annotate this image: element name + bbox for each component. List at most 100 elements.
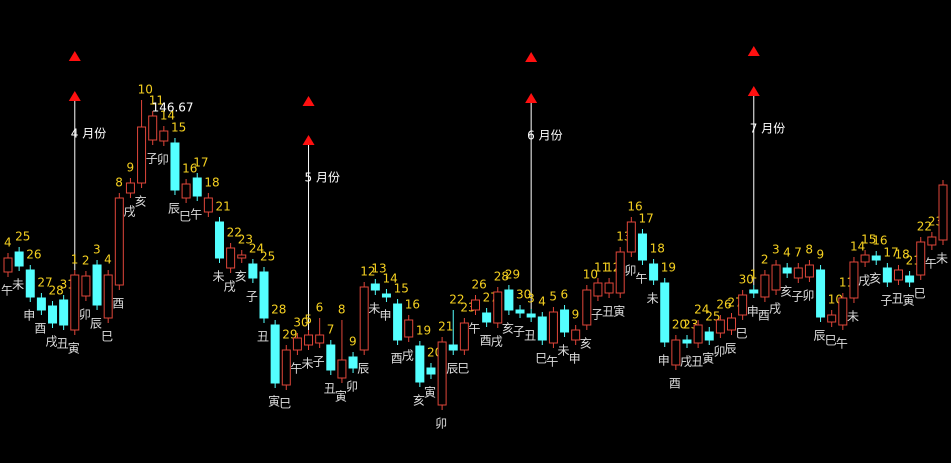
branch-label: 亥 (413, 394, 425, 408)
day-label: 10 (583, 268, 598, 282)
branch-label: 午 (925, 257, 937, 271)
branch-label: 寅 (424, 385, 436, 400)
candle-body (560, 309, 570, 333)
candle-body (103, 274, 113, 319)
day-label: 5 (305, 313, 313, 327)
candle-body (304, 334, 314, 346)
branch-label: 子 (513, 325, 525, 339)
candle-body (48, 305, 58, 324)
day-label: 9 (349, 335, 357, 349)
branch-label: 未 (847, 310, 859, 324)
day-label: 25 (15, 230, 30, 244)
day-label: 30 (516, 288, 531, 302)
candle-body (248, 263, 258, 279)
day-label: 3 (527, 292, 535, 306)
day-label: 19 (416, 324, 431, 338)
branch-label: 寅 (903, 293, 915, 308)
candle-body (827, 314, 837, 323)
candle-body (504, 289, 514, 311)
candle-body (315, 334, 325, 344)
candle-body (114, 197, 124, 286)
branch-label: 子 (246, 290, 258, 304)
branch-label: 卯 (157, 153, 169, 167)
candle-body (393, 303, 403, 341)
day-label: 13 (371, 262, 386, 276)
day-label: 8 (338, 303, 346, 317)
day-label: 16 (182, 162, 197, 176)
day-label: 15 (171, 121, 186, 135)
candle-body (693, 324, 703, 344)
branch-label: 申 (658, 354, 670, 368)
candle-body (660, 282, 670, 343)
candle-body (882, 267, 892, 283)
month-label: 6 月份 (527, 129, 562, 143)
day-label: 14 (850, 240, 865, 254)
branch-label: 子 (146, 152, 158, 166)
month-label: 4 月份 (71, 127, 106, 141)
candle-body (816, 269, 826, 318)
candle-body (938, 184, 948, 241)
candle-body (571, 329, 581, 341)
day-label: 26 (26, 248, 41, 262)
branch-label: 未 (558, 344, 570, 358)
branch-label: 戌 (858, 274, 870, 288)
candle-body (326, 344, 336, 371)
day-label: 4 (104, 253, 112, 267)
branch-label: 卯 (802, 289, 814, 303)
day-label: 9 (817, 248, 825, 262)
branch-label: 酉 (112, 297, 124, 311)
branch-label: 未 (368, 302, 380, 316)
branch-label: 未 (647, 292, 659, 306)
day-label: 3 (93, 243, 101, 257)
branch-label: 子 (791, 290, 803, 304)
day-label: 16 (872, 234, 887, 248)
branch-label: 申 (747, 305, 759, 319)
candle-body (203, 197, 213, 213)
day-label: 22 (917, 220, 932, 234)
branch-label: 寅 (702, 351, 714, 366)
candle-body (70, 274, 80, 331)
branch-label: 申 (569, 352, 581, 366)
branch-label: 卯 (346, 380, 358, 394)
day-label: 14 (160, 109, 175, 123)
branch-label: 午 (1, 284, 13, 298)
branch-label: 未 (212, 270, 224, 284)
branch-label: 丑 (524, 329, 536, 343)
candle-body (893, 269, 903, 281)
day-label: 30 (293, 316, 308, 330)
branch-label: 寅 (268, 394, 280, 409)
candle-body (437, 341, 447, 406)
branch-label: 亥 (135, 195, 147, 209)
day-label: 28 (271, 303, 286, 317)
day-label: 25 (260, 250, 275, 264)
branch-label: 戌 (123, 205, 135, 219)
candle-body (760, 274, 770, 298)
day-label: 15 (394, 282, 409, 296)
candle-body (548, 311, 558, 344)
day-label: 30 (739, 273, 754, 287)
day-label: 18 (894, 248, 909, 262)
branch-label: 未 (936, 252, 948, 266)
day-label: 16 (405, 298, 420, 312)
candle-body (359, 286, 369, 351)
branch-label: 丑 (691, 355, 703, 369)
day-label: 22 (449, 293, 464, 307)
branch-label: 辰 (357, 362, 369, 376)
day-label: 6 (316, 301, 324, 315)
candle-body (471, 299, 480, 311)
candle-body (849, 261, 859, 299)
day-label: 20 (672, 318, 687, 332)
candle-body (226, 247, 236, 269)
candle-body (793, 267, 803, 279)
branch-label: 寅 (68, 341, 80, 356)
branch-label: 午 (836, 337, 848, 351)
branch-label: 巳 (736, 327, 748, 341)
branch-label: 酉 (34, 322, 46, 336)
branch-label: 丑 (257, 330, 269, 344)
branch-label: 午 (546, 355, 558, 369)
candle-body (615, 251, 625, 294)
day-label: 14 (382, 272, 397, 286)
marker-triangle (747, 46, 760, 56)
candle-body (526, 313, 536, 318)
branch-label: 巳 (101, 330, 113, 344)
